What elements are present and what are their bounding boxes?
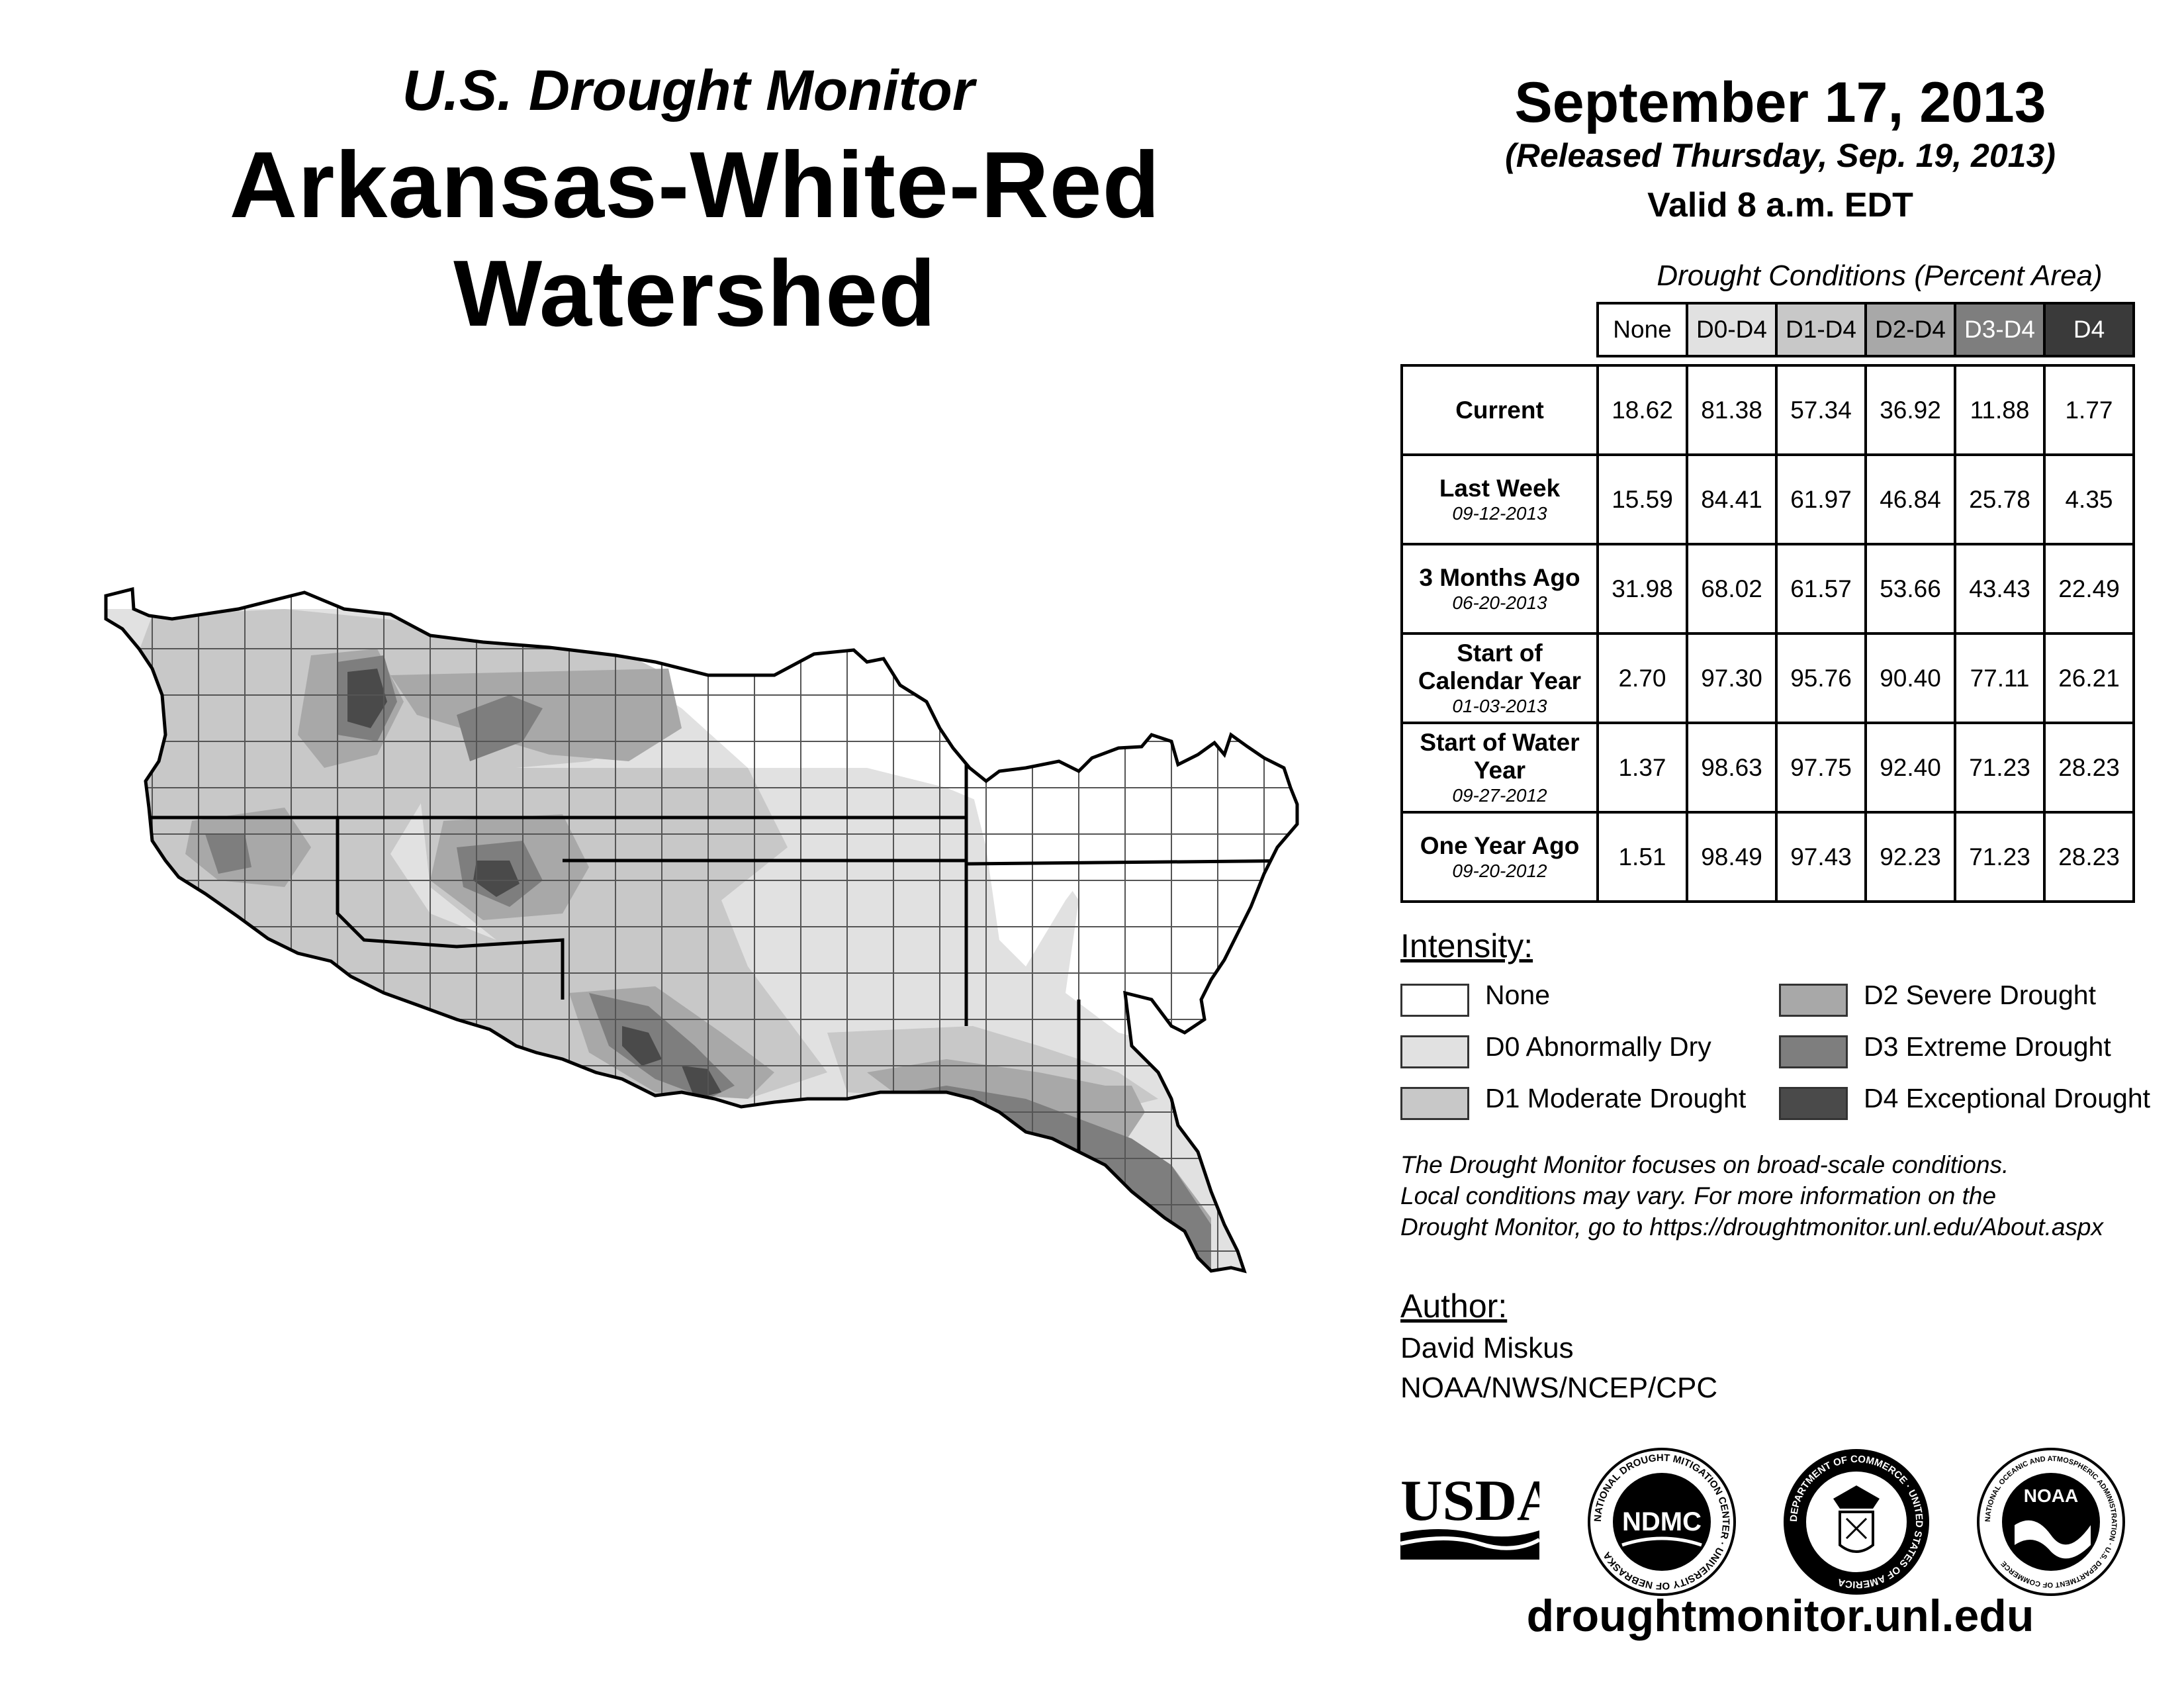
table-cell: 95.76 <box>1775 632 1867 724</box>
row-label: Start of Water Year 09-27-2012 <box>1400 722 1599 814</box>
table-cell: 84.41 <box>1686 453 1778 545</box>
table-row: Start of Water Year 09-27-2012 1.37 98.63… <box>1400 722 2135 814</box>
row-label: 3 Months Ago 06-20-2013 <box>1400 543 1599 635</box>
table-cell: 97.30 <box>1686 632 1778 724</box>
row-date: 09-27-2012 <box>1452 784 1547 806</box>
usda-logo: USDA <box>1400 1469 1539 1560</box>
table-cell: 77.11 <box>1954 632 2046 724</box>
table-caption: Drought Conditions (Percent Area) <box>1657 259 2103 292</box>
row-date: 01-03-2013 <box>1452 695 1547 716</box>
table-cell: 28.23 <box>2043 811 2135 903</box>
website-url: droughtmonitor.unl.edu <box>1526 1591 2034 1641</box>
legend-title: Intensity: <box>1400 927 1533 964</box>
table-cell: 97.75 <box>1775 722 1867 814</box>
legend-swatch <box>1779 1035 1848 1068</box>
column-header: D3-D4 <box>1954 302 2046 357</box>
commerce-seal: DEPARTMENT OF COMMERCE · UNITED STATES O… <box>1784 1449 1929 1595</box>
table-cell: 11.88 <box>1954 364 2046 456</box>
table-cell: 97.43 <box>1775 811 1867 903</box>
table-cell: 90.40 <box>1864 632 1956 724</box>
author-name: David Miskus <box>1400 1332 1574 1364</box>
column-header: None <box>1596 302 1688 357</box>
table-cell: 81.38 <box>1686 364 1778 456</box>
note-line: The Drought Monitor focuses on broad-sca… <box>1400 1151 2009 1178</box>
note-line: Drought Monitor, go to https://droughtmo… <box>1400 1213 2103 1241</box>
table-cell: 18.62 <box>1596 364 1688 456</box>
legend-label: D3 Extreme Drought <box>1864 1031 2111 1062</box>
disclaimer-note: The Drought Monitor focuses on broad-sca… <box>1400 1149 2184 1243</box>
table-cell: 57.34 <box>1775 364 1867 456</box>
subtitle: U.S. Drought Monitor <box>402 59 975 122</box>
drought-map <box>86 569 1310 1350</box>
usda-logo-text: USDA <box>1400 1469 1539 1533</box>
legend-label: None <box>1485 980 1551 1010</box>
table-row: Last Week 09-12-2013 15.59 84.41 61.97 46… <box>1400 453 2135 545</box>
column-header: D1-D4 <box>1775 302 1867 357</box>
table-cell: 71.23 <box>1954 811 2046 903</box>
noaa-logo-text: NOAA <box>2024 1485 2078 1506</box>
author-org: NOAA/NWS/NCEP/CPC <box>1400 1372 1718 1404</box>
map-date: September 17, 2013 <box>1514 71 2046 134</box>
noaa-logo: NATIONAL OCEANIC AND ATMOSPHERIC ADMINIS… <box>1977 1448 2125 1596</box>
ndmc-logo: NATIONAL DROUGHT MITIGATION CENTER · UNI… <box>1588 1448 1736 1596</box>
author-title: Author: <box>1400 1288 1508 1325</box>
table-cell: 26.21 <box>2043 632 2135 724</box>
table-cell: 25.78 <box>1954 453 2046 545</box>
table-cell: 1.37 <box>1596 722 1688 814</box>
table-cell: 68.02 <box>1686 543 1778 635</box>
row-label: Last Week 09-12-2013 <box>1400 453 1599 545</box>
page-title: Arkansas-White-Red Watershed <box>229 132 1161 346</box>
table-row: One Year Ago 09-20-2012 1.51 98.49 97.43 … <box>1400 811 2135 903</box>
table-cell: 28.23 <box>2043 722 2135 814</box>
column-header: D0-D4 <box>1686 302 1778 357</box>
table-cell: 15.59 <box>1596 453 1688 545</box>
legend-swatch <box>1400 1035 1469 1068</box>
legend-swatch <box>1779 1087 1848 1120</box>
row-date: 09-12-2013 <box>1452 502 1547 524</box>
row-date: 06-20-2013 <box>1452 592 1547 613</box>
table-row: Start of Calendar Year 01-03-2013 2.70 97… <box>1400 632 2135 724</box>
note-line: Local conditions may vary. For more info… <box>1400 1182 1997 1209</box>
legend: None D0 Abnormally Dry D1 Moderate Droug… <box>1400 980 2184 1139</box>
row-label: Current <box>1400 364 1599 456</box>
table-cell: 98.63 <box>1686 722 1778 814</box>
table-row: Current 18.62 81.38 57.34 36.92 11.88 1.… <box>1400 364 2135 456</box>
table-cell: 31.98 <box>1596 543 1688 635</box>
table-cell: 1.77 <box>2043 364 2135 456</box>
table-cell: 92.23 <box>1864 811 1956 903</box>
legend-label: D0 Abnormally Dry <box>1485 1031 1711 1062</box>
table-cell: 43.43 <box>1954 543 2046 635</box>
legend-swatch <box>1400 984 1469 1017</box>
legend-label: D4 Exceptional Drought <box>1864 1083 2151 1113</box>
row-label: Start of Calendar Year 01-03-2013 <box>1400 632 1599 724</box>
table-cell: 61.57 <box>1775 543 1867 635</box>
row-label: One Year Ago 09-20-2012 <box>1400 811 1599 903</box>
valid-time: Valid 8 a.m. EDT <box>1647 186 1913 224</box>
ndmc-logo-text: NDMC <box>1622 1507 1702 1536</box>
column-header: D4 <box>2043 302 2135 357</box>
table-row: 3 Months Ago 06-20-2013 31.98 68.02 61.57… <box>1400 543 2135 635</box>
conditions-table: None D0-D4 D1-D4 D2-D4 D3-D4 D4 Current … <box>1400 302 2135 903</box>
table-cell: 71.23 <box>1954 722 2046 814</box>
release-date: (Released Thursday, Sep. 19, 2013) <box>1505 137 2056 174</box>
row-date: 09-20-2012 <box>1452 860 1547 881</box>
table-cell: 36.92 <box>1864 364 1956 456</box>
table-cell: 61.97 <box>1775 453 1867 545</box>
table-cell: 22.49 <box>2043 543 2135 635</box>
legend-swatch <box>1779 984 1848 1017</box>
legend-label: D2 Severe Drought <box>1864 980 2096 1010</box>
table-cell: 46.84 <box>1864 453 1956 545</box>
table-cell: 2.70 <box>1596 632 1688 724</box>
table-cell: 4.35 <box>2043 453 2135 545</box>
table-header-row: None D0-D4 D1-D4 D2-D4 D3-D4 D4 <box>1402 302 2135 357</box>
legend-swatch <box>1400 1087 1469 1120</box>
column-header: D2-D4 <box>1864 302 1956 357</box>
legend-label: D1 Moderate Drought <box>1485 1083 1747 1113</box>
table-cell: 1.51 <box>1596 811 1688 903</box>
table-cell: 53.66 <box>1864 543 1956 635</box>
table-cell: 92.40 <box>1864 722 1956 814</box>
table-cell: 98.49 <box>1686 811 1778 903</box>
